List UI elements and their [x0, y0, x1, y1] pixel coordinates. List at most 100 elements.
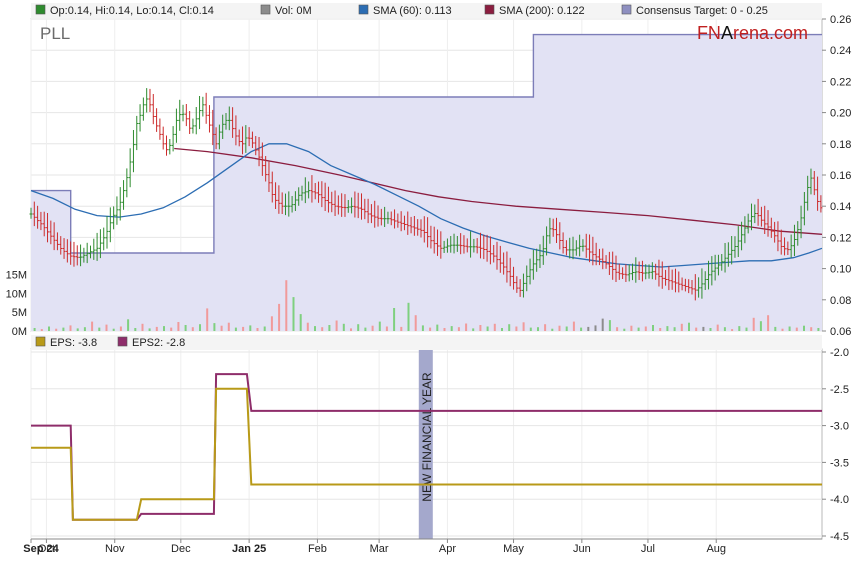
price-tick-label: 0.24 — [830, 45, 851, 57]
volume-bar — [234, 327, 237, 331]
legend-swatch — [621, 4, 632, 15]
volume-bar — [752, 317, 755, 331]
volume-bar — [429, 327, 432, 331]
volume-bar — [155, 326, 158, 331]
volume-bar — [680, 323, 683, 331]
consensus-target-line — [31, 33, 822, 254]
x-tick-label: Mar — [370, 543, 389, 555]
volume-bar — [529, 327, 532, 331]
volume-bar — [112, 328, 115, 331]
volume-bar — [702, 326, 705, 331]
volume-bar — [537, 327, 539, 331]
volume-bar — [731, 329, 734, 331]
volume-bar — [572, 321, 575, 331]
x-tick-label: Jul — [641, 543, 655, 555]
volume-bar — [738, 326, 741, 331]
volume-bar — [788, 326, 791, 331]
volume-bar — [673, 327, 676, 331]
volume-bar — [242, 326, 245, 331]
volume-bar — [414, 315, 417, 331]
volume-bar — [306, 322, 309, 331]
legend-swatch — [260, 4, 271, 15]
volume-bar — [127, 319, 130, 331]
legend-swatch — [35, 336, 46, 347]
eps-tick-label: -4.0 — [830, 494, 849, 506]
volume-bar — [400, 326, 403, 331]
volume-bar — [249, 325, 252, 331]
volume-bar — [263, 326, 266, 331]
volume-bar — [407, 302, 410, 331]
volume-bar — [781, 328, 784, 331]
volume-bar — [457, 327, 460, 331]
volume-bar — [206, 308, 209, 331]
volume-bar — [170, 327, 173, 331]
x-tick-label: Jan 25 — [232, 543, 266, 555]
volume-bar — [184, 325, 187, 331]
volume-tick-label: 5M — [12, 307, 27, 319]
volume-bar — [76, 328, 79, 331]
volume-bar — [450, 326, 453, 331]
volume-bar — [357, 324, 360, 331]
price-tick-label: 0.20 — [830, 108, 851, 120]
volume-bar — [134, 328, 137, 331]
volume-bar — [48, 326, 50, 331]
volume-bar — [199, 324, 201, 331]
volume-bar — [163, 326, 165, 331]
volume-bar — [299, 314, 302, 331]
volume-bar — [759, 321, 762, 331]
volume-bar — [637, 327, 640, 331]
volume-bar — [659, 328, 662, 331]
volume-bar — [220, 325, 223, 331]
volume-bar — [55, 328, 58, 331]
volume-bar — [285, 280, 288, 331]
volume-bar — [83, 327, 86, 331]
x-tick-label: Dec — [171, 543, 191, 555]
volume-bar — [817, 328, 820, 331]
volume-bar — [652, 325, 654, 331]
volume-bar — [421, 325, 424, 331]
volume-bar — [486, 326, 489, 331]
volume-bar — [98, 327, 101, 331]
eps-panel: NEW FINANCIAL YEAR -2.0-2.5-3.0-3.5-4.0-… — [30, 347, 849, 543]
x-tick-label: Oct — [38, 543, 55, 555]
volume-bar — [321, 327, 324, 331]
volume-bar — [767, 315, 770, 331]
volume-bar — [666, 326, 669, 331]
price-tick-label: 0.14 — [830, 201, 851, 213]
volume-bar — [501, 328, 503, 331]
volume-bar — [292, 297, 295, 331]
volume-bar — [40, 329, 43, 331]
volume-bar — [616, 327, 619, 331]
volume-bar — [227, 322, 230, 331]
volume-bar — [213, 323, 216, 331]
brand-logo: FNArena.com — [697, 23, 808, 43]
eps-y-axis: -2.0 -2.5 -3.0 -3.5 -4.0 -4.5 — [822, 347, 849, 543]
volume-bar — [342, 323, 345, 331]
legend-swatch — [358, 4, 369, 15]
volume-bar — [105, 324, 108, 331]
volume-bar — [148, 328, 151, 331]
x-tick-label: Feb — [308, 543, 327, 555]
volume-bar — [608, 320, 611, 331]
price-tick-label: 0.16 — [830, 170, 851, 182]
volume-bar — [716, 324, 719, 331]
price-tick-label: 0.06 — [830, 326, 851, 338]
legend-swatch — [484, 4, 495, 15]
legend-bottom-bg — [31, 335, 822, 350]
legend-top: Op:0.14, Hi:0.14, Lo:0.14, Cl:0.14 Vol: 0… — [31, 3, 822, 18]
x-tick-label: Nov — [105, 543, 125, 555]
volume-bar — [580, 327, 583, 331]
price-bars — [29, 88, 823, 301]
volume-bar — [69, 325, 72, 331]
x-tick-label: May — [503, 543, 524, 555]
volume-bar — [141, 323, 144, 331]
volume-bar — [774, 326, 777, 331]
volume-bar — [587, 326, 590, 331]
new-financial-year-marker — [418, 349, 433, 539]
legend-top-label: SMA (60): 0.113 — [373, 5, 452, 17]
volume-bar — [119, 326, 122, 331]
volume-bar — [350, 328, 352, 331]
eps-line — [31, 387, 822, 521]
volume-bar — [443, 328, 446, 331]
